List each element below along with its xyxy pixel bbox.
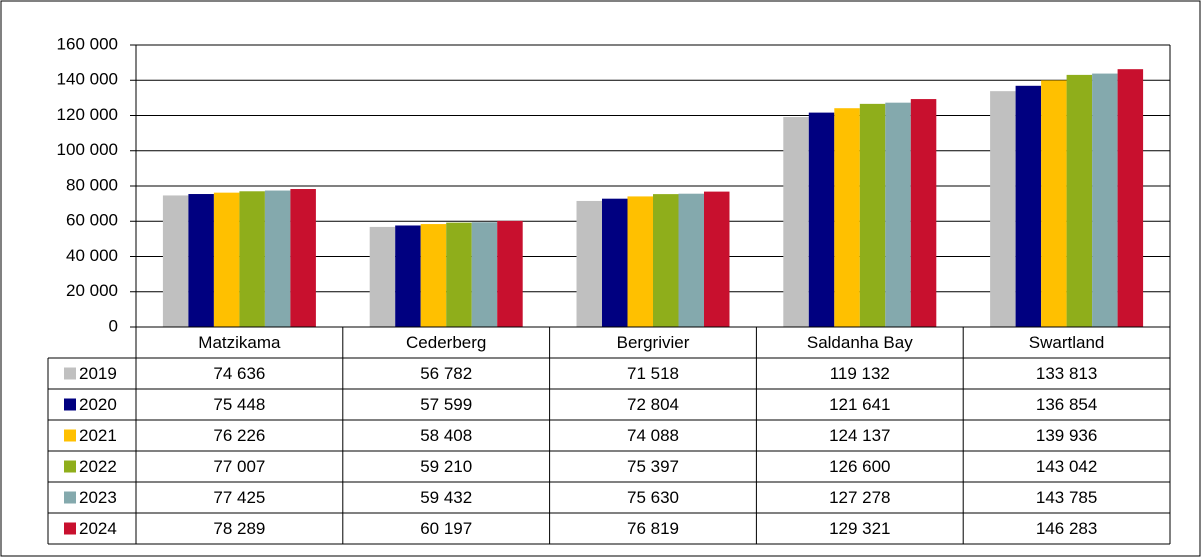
x-tick-label: Matzikama (198, 333, 281, 352)
bar (859, 103, 886, 328)
y-tick-label: 160 000 (57, 34, 118, 53)
bar (783, 117, 809, 327)
data-label: 143 042 (1036, 457, 1097, 476)
data-label: 121 641 (829, 395, 890, 414)
y-tick-label: 0 (109, 316, 118, 335)
bar (1092, 73, 1118, 327)
bar (239, 191, 265, 327)
data-label: 56 782 (420, 364, 472, 383)
data-label: 75 397 (627, 457, 679, 476)
y-tick-label: 120 000 (57, 105, 118, 124)
y-tick-label: 100 000 (57, 140, 118, 159)
bar (162, 195, 189, 327)
data-label: 139 936 (1036, 426, 1097, 445)
bar (369, 226, 396, 327)
legend-swatch (64, 491, 76, 504)
bar (497, 220, 523, 327)
bar (704, 191, 730, 327)
x-tick-label: Cederberg (406, 333, 486, 352)
data-label: 136 854 (1036, 395, 1097, 414)
data-label: 124 137 (829, 426, 890, 445)
x-tick-label: Bergrivier (617, 333, 690, 352)
bar (420, 224, 447, 327)
data-label: 76 226 (213, 426, 265, 445)
bar (990, 91, 1016, 327)
bar (446, 222, 472, 327)
bar (188, 194, 214, 327)
bar (1066, 74, 1093, 327)
legend-label: 2024 (79, 519, 117, 538)
y-tick-label: 40 000 (66, 246, 118, 265)
data-label: 126 600 (829, 457, 890, 476)
data-label: 57 599 (420, 395, 472, 414)
data-label: 72 804 (627, 395, 679, 414)
legend-swatch (64, 367, 76, 380)
bar (213, 192, 240, 327)
legend-label: 2019 (79, 364, 117, 383)
bar (471, 222, 498, 327)
bar (395, 225, 421, 327)
data-label: 71 518 (627, 364, 679, 383)
data-label: 58 408 (420, 426, 472, 445)
data-label: 119 132 (830, 364, 890, 383)
data-label: 127 278 (829, 488, 890, 507)
data-label: 77 007 (213, 457, 265, 476)
data-label: 146 283 (1036, 519, 1097, 538)
data-label: 129 321 (829, 519, 890, 538)
data-label: 77 425 (213, 488, 265, 507)
data-label: 74 088 (627, 426, 679, 445)
bar (602, 198, 628, 327)
legend-swatch (64, 460, 76, 473)
x-tick-label: Saldanha Bay (807, 333, 913, 352)
bar (1015, 85, 1042, 327)
legend-label: 2022 (79, 457, 117, 476)
data-label: 59 210 (420, 457, 472, 476)
bar (1041, 80, 1067, 328)
data-label: 133 813 (1036, 364, 1097, 383)
legend-label: 2021 (79, 426, 117, 445)
legend-swatch (64, 522, 76, 535)
bar (264, 190, 291, 327)
legend-label: 2023 (79, 488, 117, 507)
legend-swatch (64, 398, 76, 411)
legend-swatch (64, 429, 76, 442)
bar (627, 196, 653, 327)
bar (653, 194, 679, 327)
y-tick-label: 140 000 (57, 70, 118, 89)
data-label: 75 448 (213, 395, 265, 414)
data-label: 59 432 (420, 488, 472, 507)
data-label: 78 289 (213, 519, 265, 538)
data-label: 74 636 (213, 364, 265, 383)
y-tick-label: 80 000 (66, 175, 118, 194)
data-label: 75 630 (627, 488, 679, 507)
bar (885, 102, 911, 328)
bar (808, 112, 835, 328)
bar (678, 193, 704, 327)
data-label: 143 785 (1036, 488, 1097, 507)
data-label: 76 819 (627, 519, 679, 538)
y-tick-label: 60 000 (66, 211, 118, 230)
bar (576, 200, 602, 327)
bar (1117, 69, 1144, 328)
bar (290, 189, 316, 327)
data-label: 60 197 (420, 519, 472, 538)
y-tick-label: 20 000 (66, 281, 118, 300)
bar (910, 99, 937, 327)
legend-label: 2020 (79, 395, 117, 414)
x-tick-label: Swartland (1029, 333, 1105, 352)
bar (834, 108, 860, 328)
